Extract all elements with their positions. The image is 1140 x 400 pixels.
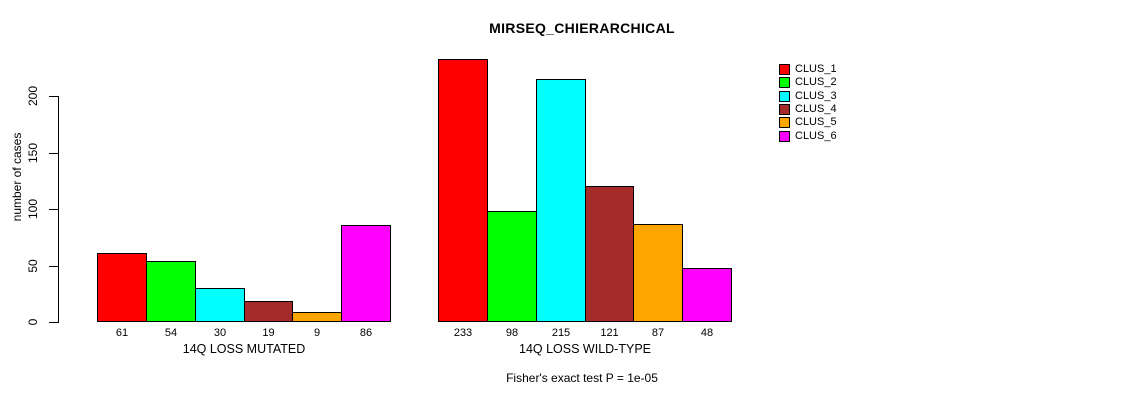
y-axis-tick-label: 100: [26, 198, 40, 220]
y-axis-tick-label: 50: [26, 259, 40, 273]
bar-clus_3-group0: [195, 288, 245, 322]
y-axis-tick: [49, 209, 58, 210]
y-axis-line: [58, 96, 59, 323]
bar-value-label: 30: [213, 327, 227, 339]
bar-clus_1-group0: [97, 253, 147, 322]
bar-clus_3-group1: [536, 79, 586, 322]
chart-title: MIRSEQ_CHIERARCHICAL: [489, 20, 675, 36]
legend-item: CLUS_3: [779, 90, 837, 103]
bar-value-label: 61: [115, 327, 129, 339]
legend-label: CLUS_6: [795, 129, 837, 142]
legend-swatch-clus_2: [779, 77, 790, 89]
y-axis-tick-label: 150: [26, 142, 40, 164]
bar-value-label: 86: [359, 327, 373, 339]
y-axis-tick: [49, 153, 58, 154]
y-axis-tick-label: 200: [26, 85, 40, 107]
legend-label: CLUS_1: [795, 63, 837, 76]
bar-value-label: 9: [313, 327, 321, 339]
legend-item: CLUS_5: [779, 116, 837, 129]
bar-value-label: 98: [505, 327, 519, 339]
legend: CLUS_1 CLUS_2 CLUS_3 CLUS_4 CLUS_5 CLUS_6: [779, 63, 837, 143]
bar-clus_5-group0: [292, 312, 342, 322]
legend-swatch-clus_4: [779, 104, 790, 116]
legend-item: CLUS_6: [779, 129, 837, 142]
bar-value-label: 48: [700, 327, 714, 339]
group-label-mutated: 14Q LOSS MUTATED: [182, 342, 306, 356]
bar-clus_4-group0: [244, 301, 293, 322]
y-axis-tick: [49, 96, 58, 97]
legend-label: CLUS_2: [795, 76, 837, 89]
legend-item: CLUS_1: [779, 63, 837, 76]
bar-clus_1-group1: [438, 59, 488, 322]
legend-swatch-clus_1: [779, 64, 790, 76]
bar-value-label: 121: [600, 327, 619, 339]
legend-item: CLUS_2: [779, 76, 837, 89]
bar-value-label: 233: [453, 327, 473, 339]
y-axis-label: number of cases: [10, 132, 24, 222]
bar-clus_5-group1: [633, 224, 683, 322]
bar-clus_2-group1: [487, 211, 537, 322]
bar-clus_6-group0: [341, 225, 391, 322]
legend-label: CLUS_4: [795, 103, 837, 116]
legend-label: CLUS_3: [795, 89, 837, 102]
y-axis-tick: [49, 322, 58, 323]
group-label-wildtype: 14Q LOSS WILD-TYPE: [519, 342, 651, 356]
bar-value-label: 87: [651, 327, 665, 339]
legend-label: CLUS_5: [795, 116, 837, 129]
bar-clus_6-group1: [682, 268, 732, 322]
annotation-text: Fisher's exact test P = 1e-05: [506, 371, 658, 385]
bar-clus_2-group0: [146, 261, 196, 322]
legend-swatch-clus_3: [779, 90, 790, 102]
bar-value-label: 54: [164, 327, 178, 339]
legend-swatch-clus_5: [779, 117, 790, 129]
bar-value-label: 19: [262, 327, 275, 339]
y-axis-tick: [49, 266, 58, 267]
bar-value-label: 215: [551, 327, 571, 339]
y-axis-tick-label: 0: [26, 318, 40, 326]
bar-clus_4-group1: [585, 186, 634, 322]
legend-swatch-clus_6: [779, 130, 790, 142]
legend-item: CLUS_4: [779, 103, 837, 116]
